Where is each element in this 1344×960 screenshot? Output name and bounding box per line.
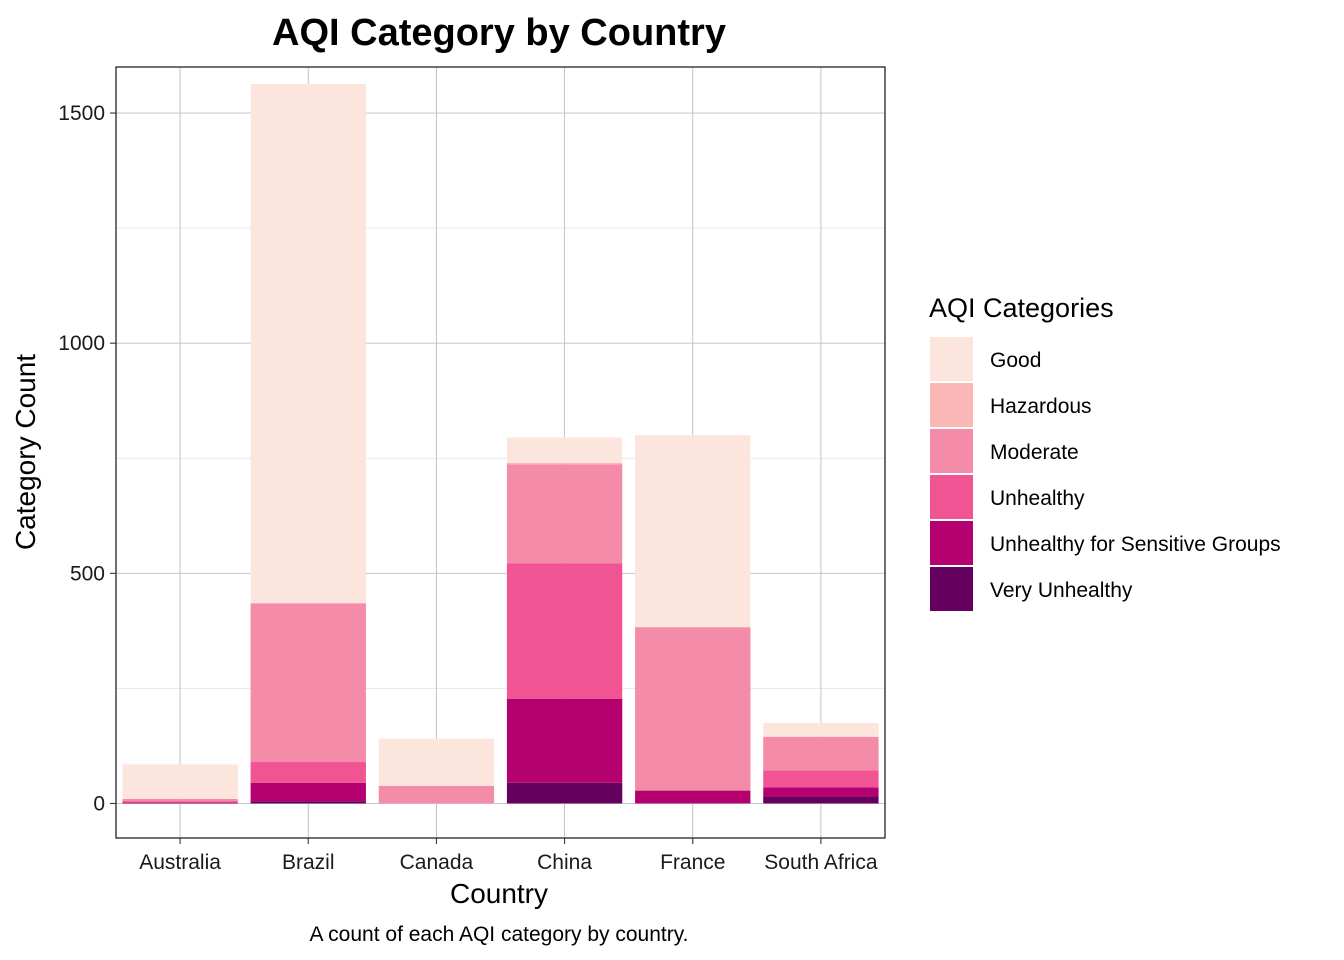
y-axis-title: Category Count bbox=[10, 354, 41, 550]
bar-france-unhealthy-for-sensitive-groups bbox=[635, 790, 751, 804]
plot-panel-border bbox=[115, 66, 886, 839]
bar-brazil-good bbox=[250, 84, 366, 604]
legend-label-unhealthy: Unhealthy bbox=[990, 487, 1085, 510]
legend: AQI Categories Good Hazardous Moderate Unhe… bbox=[929, 293, 1281, 611]
bar-china-good bbox=[506, 437, 623, 463]
bar-brazil-very-unhealthy bbox=[250, 801, 366, 804]
bar-australia-moderate bbox=[122, 798, 238, 802]
legend-swatch-good bbox=[930, 337, 973, 381]
x-tick-label: Australia bbox=[139, 851, 221, 874]
bar-australia-unhealthy-for-sensitive-groups bbox=[122, 802, 238, 804]
x-tick-label: France bbox=[660, 851, 725, 874]
legend-label-unhealthy-for-sensitive-groups: Unhealthy for Sensitive Groups bbox=[990, 533, 1281, 556]
legend-label-good: Good bbox=[990, 349, 1041, 372]
bar-australia-good bbox=[122, 764, 238, 799]
legend-swatch-very-unhealthy bbox=[930, 567, 973, 611]
legend-swatch-hazardous bbox=[930, 383, 973, 427]
bar-australia-unhealthy bbox=[122, 801, 238, 803]
legend-swatch-unhealthy bbox=[930, 475, 973, 519]
legend-swatch-unhealthy-for-sensitive-groups bbox=[930, 521, 973, 565]
y-axis: 0 500 1000 1500 bbox=[58, 102, 116, 815]
y-tick-label: 1500 bbox=[58, 102, 105, 125]
bar-canada-moderate bbox=[378, 785, 495, 804]
bar-france-good bbox=[635, 435, 751, 628]
bar-south-africa-very-unhealthy bbox=[763, 796, 879, 804]
bar-china-moderate bbox=[506, 464, 623, 564]
bar-south-africa-moderate bbox=[763, 736, 879, 771]
bar-china-very-unhealthy bbox=[506, 782, 623, 804]
x-tick-label: South Africa bbox=[764, 851, 878, 874]
x-tick-label: Brazil bbox=[282, 851, 335, 874]
bar-brazil-moderate bbox=[250, 603, 366, 763]
y-tick-label: 1000 bbox=[58, 332, 105, 355]
legend-label-hazardous: Hazardous bbox=[990, 395, 1092, 418]
bar-south-africa-good bbox=[763, 722, 879, 737]
bar-france-moderate bbox=[635, 627, 751, 791]
bar-china-unhealthy-for-sensitive-groups bbox=[506, 698, 623, 783]
legend-label-moderate: Moderate bbox=[990, 441, 1079, 464]
bar-brazil-unhealthy bbox=[250, 762, 366, 783]
bar-canada-good bbox=[378, 738, 495, 786]
chart-caption: A count of each AQI category by country. bbox=[310, 923, 689, 946]
x-tick-label: China bbox=[537, 851, 592, 874]
bar-south-africa-unhealthy-for-sensitive-groups bbox=[763, 787, 879, 797]
bar-stacks bbox=[122, 84, 879, 804]
chart-title: AQI Category by Country bbox=[272, 12, 726, 54]
bar-brazil-unhealthy-for-sensitive-groups bbox=[250, 782, 366, 802]
grid-lines bbox=[116, 67, 885, 838]
bar-china-hazardous bbox=[506, 462, 623, 465]
y-tick-label: 500 bbox=[70, 562, 105, 585]
x-tick-label: Canada bbox=[400, 851, 474, 874]
legend-label-very-unhealthy: Very Unhealthy bbox=[990, 579, 1133, 602]
bar-china-unhealthy bbox=[506, 563, 623, 699]
x-axis-title: Country bbox=[450, 878, 548, 909]
legend-title: AQI Categories bbox=[929, 293, 1114, 323]
legend-swatch-moderate bbox=[930, 429, 973, 473]
bar-south-africa-unhealthy bbox=[763, 770, 879, 788]
y-tick-label: 0 bbox=[93, 792, 105, 815]
x-axis: Australia Brazil Canada China France South Af… bbox=[139, 838, 878, 874]
